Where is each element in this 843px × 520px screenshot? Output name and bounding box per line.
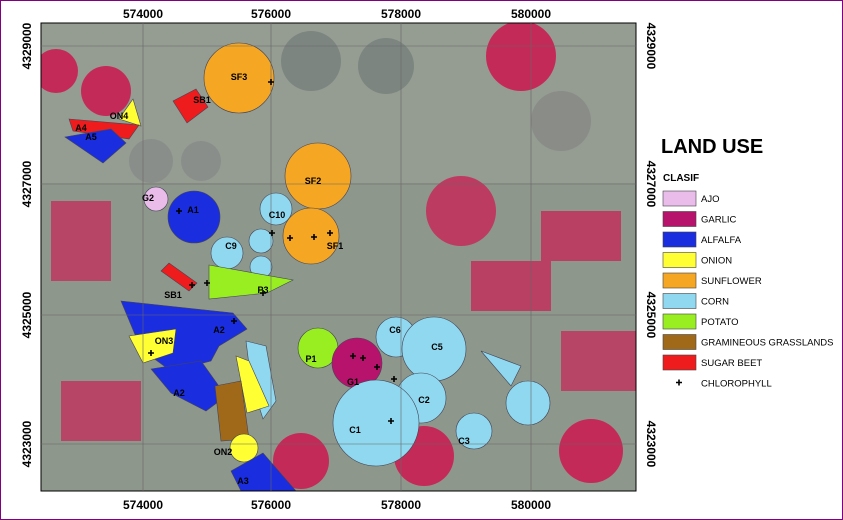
field-label: C5 <box>431 342 443 352</box>
field-label: G2 <box>142 193 154 203</box>
legend-swatch <box>663 232 696 247</box>
legend-subtitle: CLASIF <box>663 173 699 184</box>
x-tick-label: 574000 <box>123 7 163 21</box>
field-label: SF1 <box>327 241 344 251</box>
legend-swatch <box>663 191 696 206</box>
field-label: P1 <box>305 354 316 364</box>
x-tick-label: 576000 <box>251 498 291 512</box>
field <box>168 191 220 243</box>
field-label: G1 <box>347 377 359 387</box>
x-tick-label: 580000 <box>511 7 551 21</box>
field-label: C3 <box>458 436 470 446</box>
field-label: ON3 <box>155 336 174 346</box>
field <box>260 193 292 225</box>
field-label: A1 <box>187 205 199 215</box>
field-label: A5 <box>85 132 97 142</box>
legend-label: SUGAR BEET <box>701 358 762 369</box>
x-tick-label: 578000 <box>381 498 421 512</box>
y-tick-label: 4329000 <box>644 23 658 70</box>
legend-label: GARLIC <box>701 215 737 226</box>
map-figure: 574000 574000 576000 576000 578000 578000 5800… <box>1 1 842 519</box>
y-tick-label: 4323000 <box>20 420 34 467</box>
map-frame: 574000 574000 576000 576000 578000 578000 5800… <box>0 0 843 520</box>
field-label: A2 <box>173 388 185 398</box>
legend-label: ALFALFA <box>701 235 742 246</box>
field-label: SB1 <box>164 290 182 300</box>
field-label: C1 <box>349 425 361 435</box>
field-label: C10 <box>269 210 286 220</box>
field-label: C2 <box>418 395 430 405</box>
y-tick-label: 4323000 <box>644 421 658 468</box>
field-label: SF3 <box>231 72 248 82</box>
field-label: C9 <box>225 241 237 251</box>
x-tick-label: 574000 <box>123 498 163 512</box>
y-tick-label: 4325000 <box>20 291 34 338</box>
legend-swatch <box>663 355 696 370</box>
legend-label: ONION <box>701 256 732 267</box>
field-label: C6 <box>389 325 401 335</box>
x-tick-label: 576000 <box>251 7 291 21</box>
field-label: ON4 <box>110 111 129 121</box>
field-label: A2 <box>213 325 225 335</box>
field <box>333 380 419 466</box>
legend-swatch <box>663 273 696 288</box>
legend-label: POTATO <box>701 317 738 328</box>
legend-label: CHLOROPHYLL <box>701 379 772 390</box>
legend-label: GRAMINEOUS GRASSLANDS <box>701 338 834 349</box>
chlorophyll-point <box>676 380 682 386</box>
field-label: ON2 <box>214 447 233 457</box>
y-tick-label: 4329000 <box>20 22 34 69</box>
x-tick-label: 580000 <box>511 498 551 512</box>
legend-label: SUNFLOWER <box>701 276 762 287</box>
y-tick-label: 4327000 <box>644 161 658 208</box>
field <box>506 381 550 425</box>
legend-label: CORN <box>701 297 729 308</box>
legend-swatch <box>663 314 696 329</box>
y-tick-label: 4327000 <box>20 160 34 207</box>
field <box>230 434 258 462</box>
field-label: A3 <box>237 476 249 486</box>
legend-swatch <box>663 253 696 268</box>
legend-label: AJO <box>701 194 719 205</box>
legend-swatch <box>663 294 696 309</box>
y-tick-label: 4325000 <box>644 292 658 339</box>
field-label: SF2 <box>305 176 322 186</box>
legend-title: LAND USE <box>661 136 763 158</box>
legend: LAND USE CLASIF AJO GARLIC ALFALFA ONION SUN… <box>661 136 834 390</box>
field-label: SB1 <box>193 95 211 105</box>
legend-swatch <box>663 335 696 350</box>
legend-swatch <box>663 212 696 227</box>
x-tick-label: 578000 <box>381 7 421 21</box>
